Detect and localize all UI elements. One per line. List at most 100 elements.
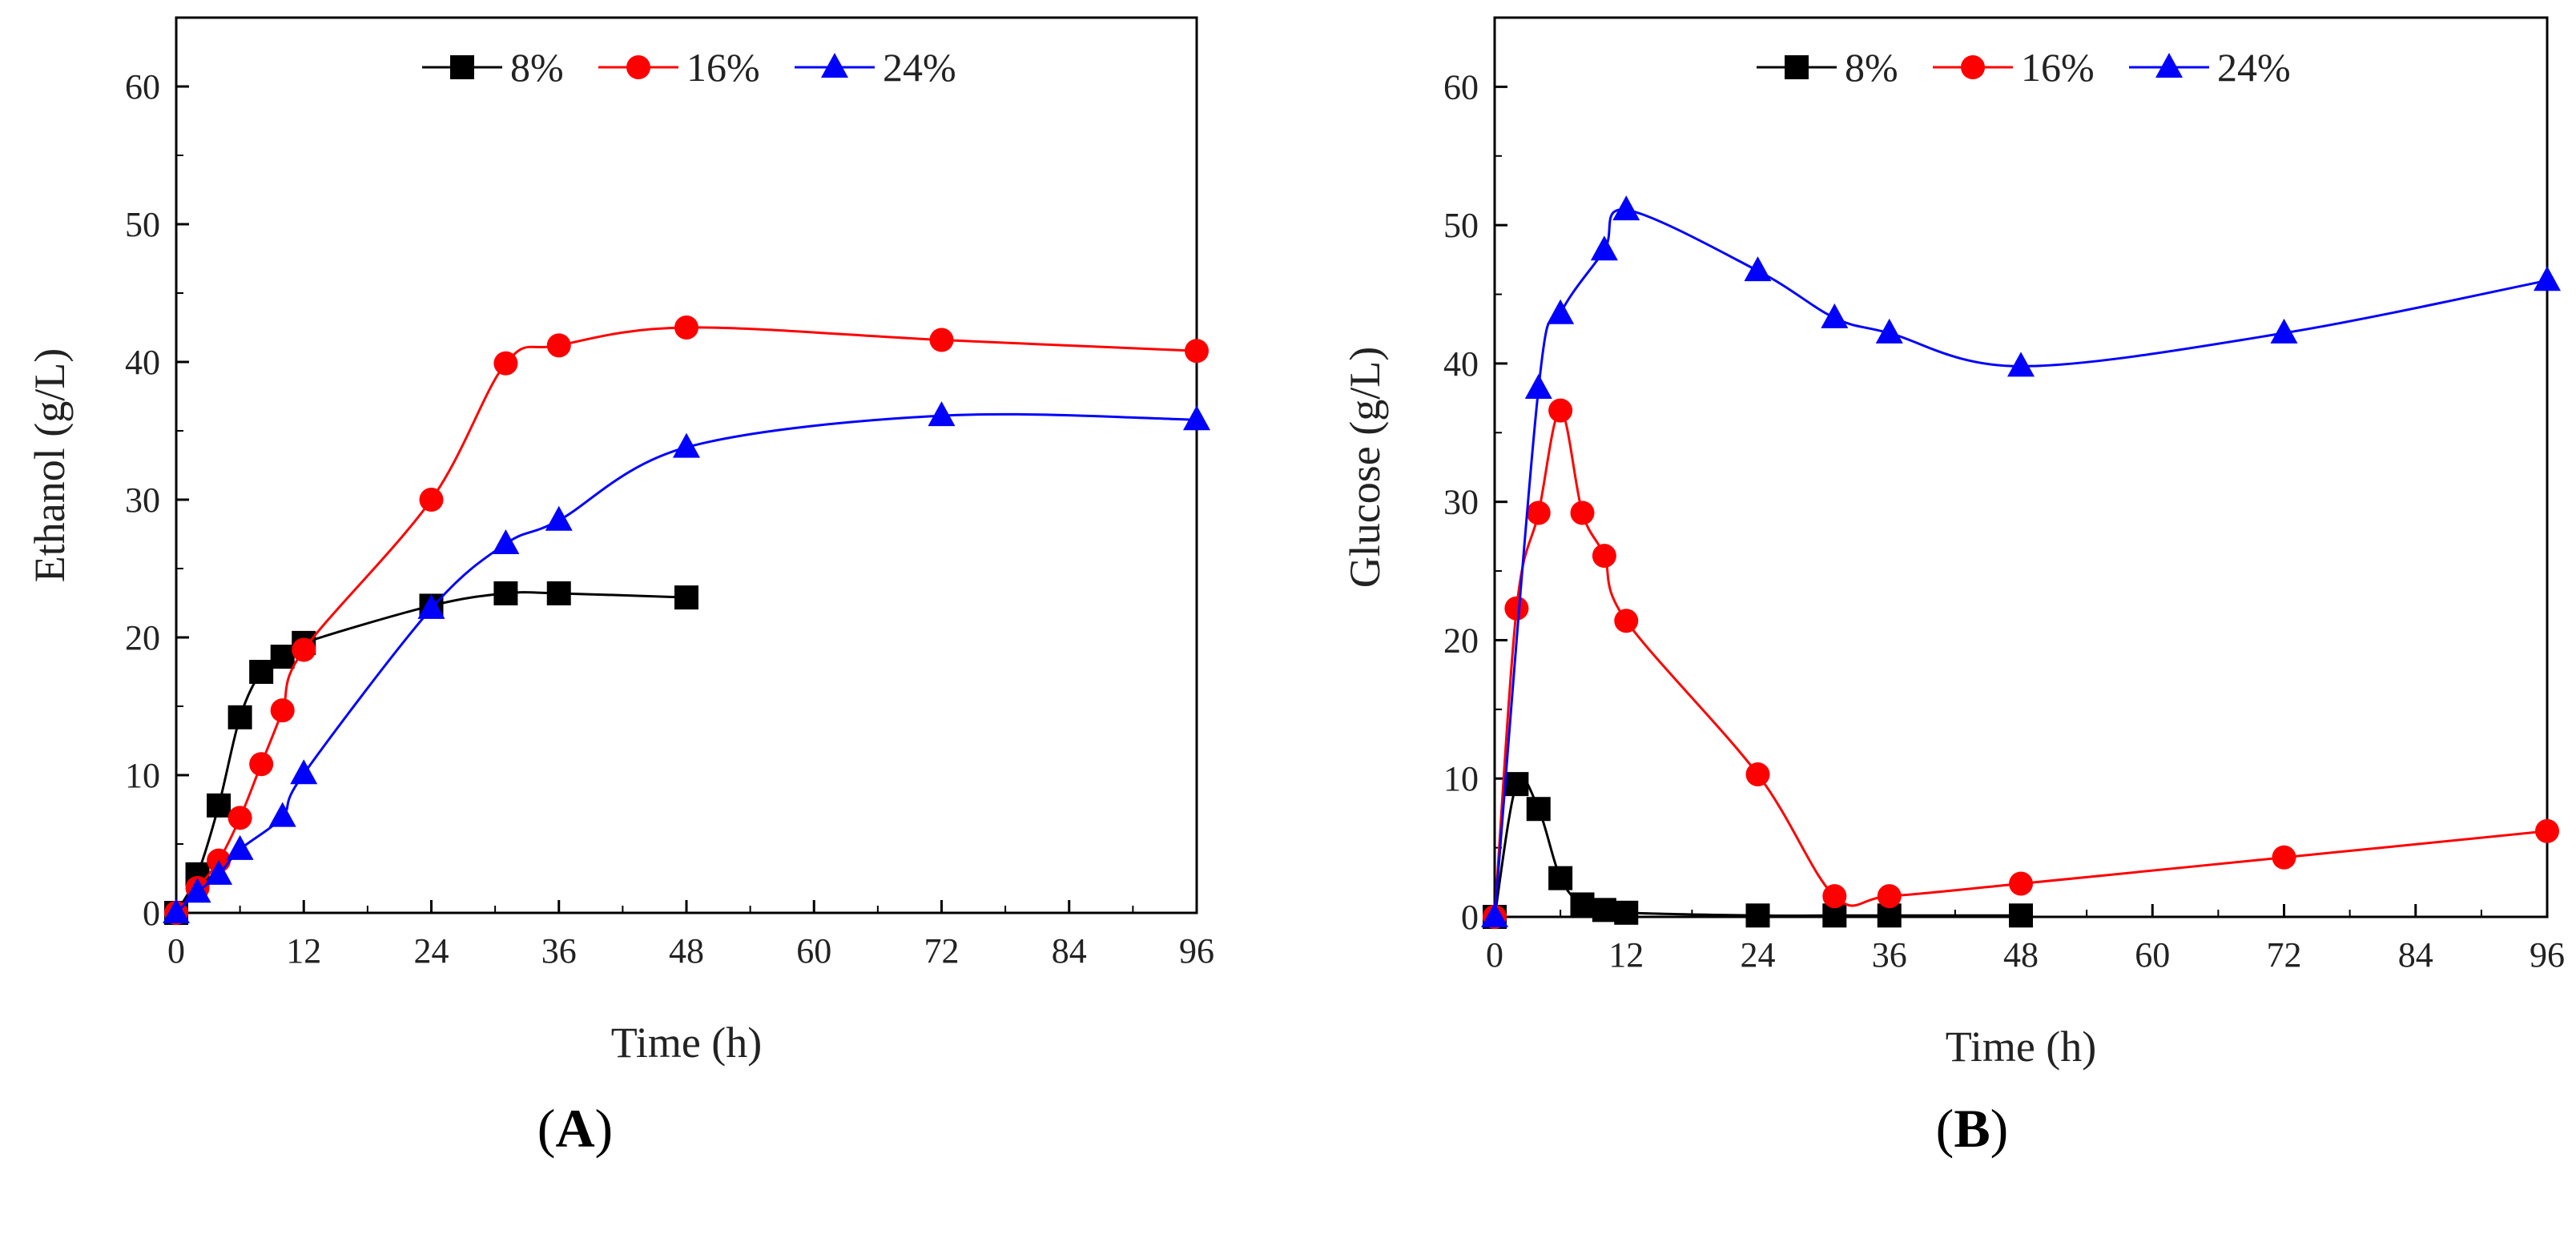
data-point <box>1745 903 1770 928</box>
x-tick-label: 12 <box>1608 935 1644 975</box>
x-tick-label: 84 <box>1052 931 1087 971</box>
data-point <box>2272 845 2296 870</box>
x-tick-label: 24 <box>1741 935 1776 975</box>
y-tick-label: 50 <box>1443 206 1479 245</box>
legend-item: 16% <box>598 45 760 90</box>
data-point <box>1547 299 1575 324</box>
series-24% <box>163 401 1210 923</box>
data-point <box>1183 405 1210 431</box>
data-point <box>1822 884 1847 909</box>
data-point <box>2007 352 2035 377</box>
data-point <box>1548 866 1573 890</box>
data-point <box>1481 902 1508 927</box>
panel-label: (A) <box>537 1098 613 1159</box>
data-point <box>227 705 252 730</box>
data-point <box>270 645 295 669</box>
legend-marker <box>2155 53 2183 78</box>
data-point <box>1590 235 1618 261</box>
x-axis-label: Time (h) <box>611 1019 763 1067</box>
data-point <box>205 859 233 885</box>
x-tick-label: 36 <box>1872 935 1907 975</box>
x-tick-label: 48 <box>669 931 704 971</box>
series-8% <box>1483 772 2033 929</box>
data-point <box>1592 544 1616 569</box>
legend-item: 16% <box>1933 45 2095 90</box>
panel-label: (B) <box>1936 1098 2009 1159</box>
legend-item: 8% <box>1757 45 1898 90</box>
panel-b: 0 12 24 36 48 60 72 84 96 0 10 20 30 40 50 60 Time (h) Gl… <box>1341 16 2565 1159</box>
x-tick-label: 60 <box>2135 935 2170 975</box>
series-line <box>175 412 1197 914</box>
legend-item: 24% <box>795 45 956 90</box>
data-point <box>207 793 231 818</box>
y-tick-label: 10 <box>125 756 160 795</box>
y-axis-label: Glucose (g/L) <box>1341 347 1389 588</box>
data-point <box>183 878 211 903</box>
x-tick-label: 12 <box>286 931 321 971</box>
data-point <box>1744 256 1772 282</box>
data-point <box>1570 500 1595 525</box>
data-point <box>546 581 571 605</box>
x-tick-label: 24 <box>414 931 449 971</box>
series-24% <box>1481 195 2561 927</box>
data-point <box>546 333 571 358</box>
legend-marker <box>1785 55 1809 79</box>
legend-label: 8% <box>1845 45 1898 90</box>
data-point <box>545 505 573 531</box>
data-point <box>1612 195 1640 221</box>
data-point <box>1614 900 1639 925</box>
data-point <box>493 351 518 376</box>
data-point <box>2270 318 2298 344</box>
data-point <box>674 316 698 340</box>
data-point <box>673 432 700 458</box>
y-axis-label: Ethanol (g/L) <box>26 348 74 582</box>
data-point <box>249 752 274 777</box>
y-tick-label: 0 <box>1461 898 1479 937</box>
data-point <box>292 637 316 662</box>
y-tick-label: 40 <box>1443 344 1479 384</box>
legend-label: 24% <box>2217 45 2291 90</box>
data-point <box>1504 596 1529 621</box>
data-point <box>1548 398 1573 423</box>
data-point <box>1504 772 1529 797</box>
x-tick-label: 72 <box>924 931 960 971</box>
data-point <box>493 581 518 605</box>
data-point <box>1745 762 1770 787</box>
legend-marker <box>450 55 474 79</box>
y-tick-label: 60 <box>125 67 160 107</box>
x-tick-label: 0 <box>167 931 185 971</box>
legend-label: 16% <box>2021 45 2095 90</box>
data-point <box>1185 339 1209 364</box>
data-point <box>1526 500 1551 525</box>
x-tick-label: 96 <box>2530 935 2565 975</box>
legend-marker <box>1961 55 1985 79</box>
x-tick-label: 48 <box>2003 935 2039 975</box>
data-point <box>270 698 295 723</box>
x-tick-label: 36 <box>541 931 577 971</box>
data-point <box>290 759 318 785</box>
y-tick-label: 40 <box>125 343 160 382</box>
y-tick-label: 20 <box>125 618 160 657</box>
legend-label: 8% <box>510 45 564 90</box>
legend-label: 24% <box>883 45 956 90</box>
data-point <box>492 529 520 555</box>
data-point <box>1614 609 1639 633</box>
x-tick-label: 96 <box>1179 931 1214 971</box>
y-tick-label: 50 <box>125 205 160 244</box>
x-tick-label: 72 <box>2267 935 2302 975</box>
data-point <box>419 488 444 512</box>
y-tick-label: 60 <box>1443 67 1479 107</box>
legend: 8% 16% 24% <box>1757 45 2291 90</box>
x-tick-label: 60 <box>796 931 831 971</box>
y-tick-label: 20 <box>1443 621 1479 660</box>
y-tick-label: 0 <box>143 894 160 933</box>
data-point <box>1875 318 1903 344</box>
y-tick-label: 30 <box>125 480 160 520</box>
data-point <box>226 834 254 860</box>
data-point <box>2009 871 2033 896</box>
data-point <box>2009 903 2033 928</box>
legend-marker <box>821 53 848 78</box>
data-point <box>417 593 445 619</box>
data-point <box>1592 898 1616 922</box>
